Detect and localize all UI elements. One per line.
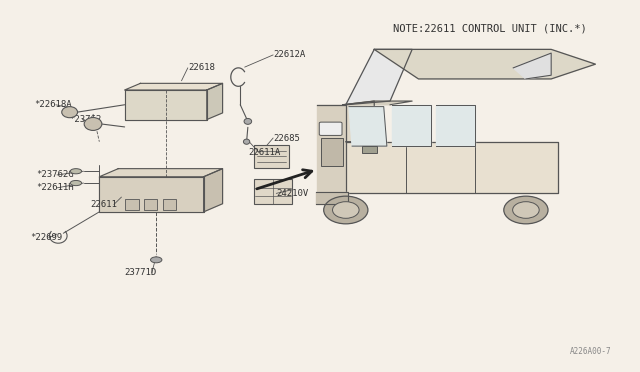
Text: 24210V: 24210V <box>276 189 308 198</box>
Text: A226A00-7: A226A00-7 <box>570 347 612 356</box>
Polygon shape <box>125 83 223 90</box>
FancyBboxPatch shape <box>125 199 138 210</box>
Polygon shape <box>392 105 431 146</box>
Ellipse shape <box>70 169 82 174</box>
Polygon shape <box>99 169 223 177</box>
Text: *23762: *23762 <box>70 115 102 124</box>
FancyBboxPatch shape <box>163 199 177 210</box>
FancyBboxPatch shape <box>319 122 342 135</box>
FancyBboxPatch shape <box>321 138 342 166</box>
FancyBboxPatch shape <box>254 145 289 167</box>
Polygon shape <box>207 83 223 119</box>
Text: *23762G: *23762G <box>36 170 74 179</box>
FancyBboxPatch shape <box>254 179 292 205</box>
Text: 22611A: 22611A <box>248 148 280 157</box>
Ellipse shape <box>84 118 102 131</box>
Polygon shape <box>342 101 374 142</box>
Ellipse shape <box>61 107 77 118</box>
Text: 22611: 22611 <box>90 200 116 209</box>
Ellipse shape <box>244 118 252 124</box>
Polygon shape <box>204 169 223 212</box>
Polygon shape <box>317 105 346 193</box>
Ellipse shape <box>150 257 162 263</box>
Text: 23771D: 23771D <box>125 268 157 277</box>
Ellipse shape <box>243 139 250 144</box>
Text: *22618A: *22618A <box>35 100 72 109</box>
Polygon shape <box>346 49 412 105</box>
FancyBboxPatch shape <box>143 199 157 210</box>
Polygon shape <box>342 101 412 105</box>
Ellipse shape <box>504 196 548 224</box>
Polygon shape <box>513 53 551 79</box>
Polygon shape <box>99 177 204 212</box>
Text: *22699: *22699 <box>30 233 62 242</box>
Polygon shape <box>349 107 387 146</box>
Text: *22611H: *22611H <box>36 183 74 192</box>
Text: 22685: 22685 <box>273 134 300 142</box>
Ellipse shape <box>70 180 82 186</box>
Ellipse shape <box>513 202 539 218</box>
Polygon shape <box>436 105 476 146</box>
Polygon shape <box>125 90 207 119</box>
Polygon shape <box>374 49 595 79</box>
Text: 22618: 22618 <box>188 63 214 72</box>
Ellipse shape <box>324 196 368 224</box>
Ellipse shape <box>333 202 359 218</box>
Text: NOTE:22611 CONTROL UNIT (INC.*): NOTE:22611 CONTROL UNIT (INC.*) <box>393 23 587 33</box>
FancyBboxPatch shape <box>362 146 378 153</box>
Text: 22612A: 22612A <box>273 51 305 60</box>
Polygon shape <box>346 142 557 193</box>
Polygon shape <box>316 192 348 205</box>
